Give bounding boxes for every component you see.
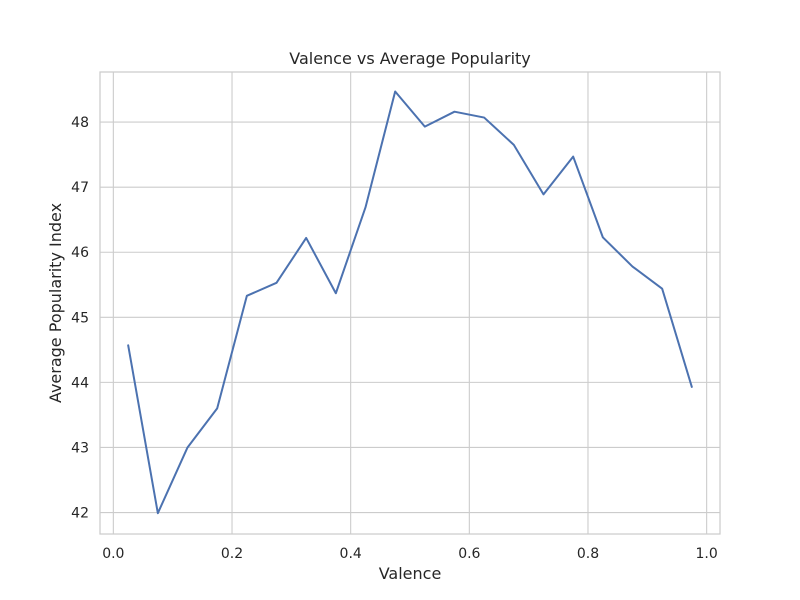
y-axis-ticks: 42 43 44 45 46 47 48 — [71, 115, 89, 521]
x-tick-label: 0.8 — [577, 546, 599, 562]
x-tick-label: 0.0 — [102, 546, 124, 562]
plot-frame — [99, 71, 721, 535]
y-tick-label: 42 — [71, 506, 89, 522]
y-tick-label: 43 — [71, 440, 89, 456]
x-tick-label: 0.6 — [458, 546, 480, 562]
series-line — [127, 90, 693, 515]
y-tick-label: 45 — [71, 310, 89, 326]
x-tick-label: 1.0 — [696, 546, 718, 562]
y-tick-label: 44 — [71, 375, 89, 391]
series-layer — [127, 90, 693, 515]
y-tick-label: 48 — [71, 115, 89, 131]
y-tick-label: 46 — [71, 245, 89, 261]
y-tick-label: 47 — [71, 180, 89, 196]
x-tick-label: 0.2 — [221, 546, 243, 562]
x-axis-label: Valence — [379, 564, 442, 583]
x-axis-ticks: 0.0 0.2 0.4 0.6 0.8 1.0 — [102, 546, 718, 562]
chart-title: Valence vs Average Popularity — [289, 49, 531, 68]
y-axis-label: Average Popularity Index — [46, 203, 65, 403]
x-tick-label: 0.4 — [340, 546, 362, 562]
grid-lines — [100, 72, 720, 534]
